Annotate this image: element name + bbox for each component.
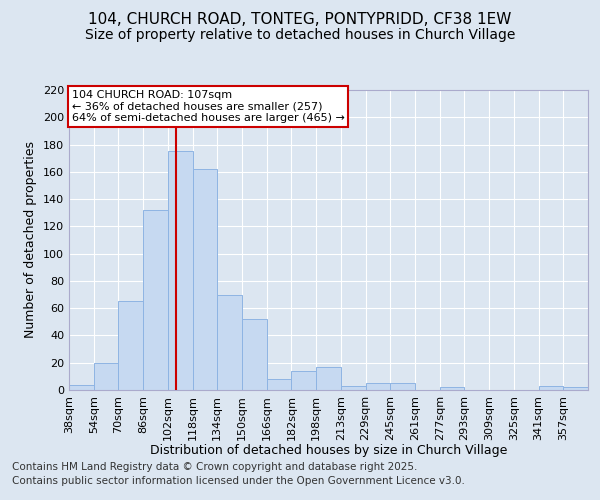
Bar xyxy=(563,388,588,390)
Bar xyxy=(193,169,217,390)
Text: Contains HM Land Registry data © Crown copyright and database right 2025.: Contains HM Land Registry data © Crown c… xyxy=(12,462,418,472)
Text: Contains public sector information licensed under the Open Government Licence v3: Contains public sector information licen… xyxy=(12,476,465,486)
X-axis label: Distribution of detached houses by size in Church Village: Distribution of detached houses by size … xyxy=(150,444,507,457)
Bar xyxy=(242,319,267,390)
Y-axis label: Number of detached properties: Number of detached properties xyxy=(25,142,37,338)
Bar xyxy=(168,152,193,390)
Bar xyxy=(365,383,390,390)
Text: 104, CHURCH ROAD, TONTEG, PONTYPRIDD, CF38 1EW: 104, CHURCH ROAD, TONTEG, PONTYPRIDD, CF… xyxy=(88,12,512,28)
Bar xyxy=(440,388,464,390)
Bar xyxy=(539,386,563,390)
Bar xyxy=(316,367,341,390)
Bar xyxy=(217,294,242,390)
Bar xyxy=(292,371,316,390)
Bar xyxy=(267,379,292,390)
Bar xyxy=(143,210,168,390)
Bar xyxy=(390,383,415,390)
Bar xyxy=(69,384,94,390)
Text: Size of property relative to detached houses in Church Village: Size of property relative to detached ho… xyxy=(85,28,515,42)
Bar xyxy=(94,362,118,390)
Text: 104 CHURCH ROAD: 107sqm
← 36% of detached houses are smaller (257)
64% of semi-d: 104 CHURCH ROAD: 107sqm ← 36% of detache… xyxy=(71,90,344,123)
Bar xyxy=(341,386,365,390)
Bar xyxy=(118,302,143,390)
